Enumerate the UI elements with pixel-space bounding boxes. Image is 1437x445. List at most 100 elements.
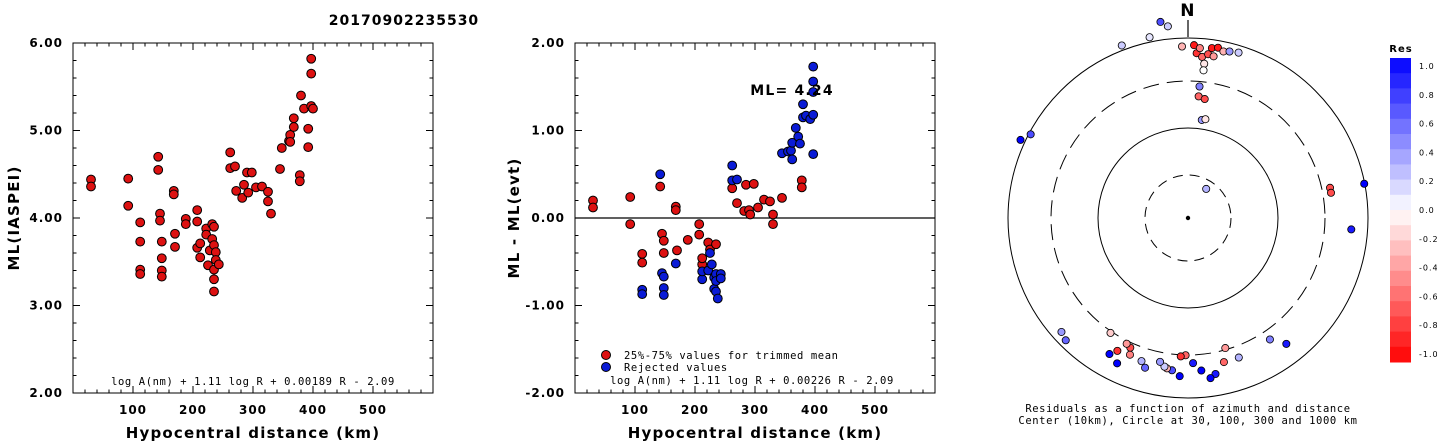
red-data-point [86, 181, 96, 192]
red-data-point [288, 113, 299, 124]
colorbar-label: 0.4 [1419, 148, 1435, 157]
x-tick-label: 200 [681, 403, 709, 417]
blue-data-point [705, 248, 715, 258]
red-data-point [588, 202, 598, 213]
red-data-point [658, 248, 669, 258]
red-data-point [306, 68, 317, 79]
red-data-point [655, 181, 666, 192]
blue-data-point [786, 145, 796, 156]
colorbar-label: -0.4 [1419, 264, 1437, 273]
station-residual-point [1026, 130, 1035, 139]
red-data-point [263, 186, 273, 197]
station-residual-point [1234, 48, 1243, 57]
red-data-point [123, 200, 134, 211]
colorbar-labels: 1.0 0.8 0.6 0.4 0.2 0.0 -0.2 -0.4 -0.6 -0.8 -1.0 [1419, 62, 1437, 359]
left-y-axis-label: ML(IASPEI) [5, 165, 23, 270]
y-tick-label: 6.00 [29, 36, 63, 50]
station-residual-point [1176, 352, 1185, 361]
left-panel: 100 200 300 400 500 2.00 3.00 4.00 5.00 6.00 log… [5, 36, 434, 442]
red-data-point [777, 192, 787, 203]
red-data-point [195, 252, 206, 263]
station-residual-point [1175, 372, 1184, 381]
blue-data-point [715, 273, 726, 284]
colorbar-cell [1390, 255, 1411, 272]
station-residual-point [1201, 115, 1210, 124]
colorbar-cell [1390, 149, 1411, 165]
station-residual-point [1197, 366, 1206, 375]
x-tick-label: 300 [239, 403, 267, 417]
red-data-point [625, 192, 636, 202]
red-data-point [276, 143, 287, 153]
colorbar-cell [1390, 240, 1411, 257]
station-residual-point [1221, 344, 1230, 353]
red-data-point [225, 147, 236, 158]
red-data-point [308, 103, 318, 114]
station-residual-point [1163, 22, 1172, 31]
colorbar-cell [1390, 103, 1411, 120]
station-residual-point [1117, 41, 1126, 50]
colorbar-cell [1390, 194, 1411, 211]
station-residual-point [1061, 336, 1070, 345]
x-tick-label: 100 [119, 403, 147, 417]
legend-red-marker [601, 350, 611, 360]
legend-blue-marker [601, 362, 611, 372]
red-data-point [637, 257, 648, 268]
red-data-point [213, 259, 224, 270]
blue-data-point [727, 160, 738, 171]
blue-data-point [655, 169, 666, 180]
station-residual-point [1105, 350, 1114, 359]
colorbar-title: Res [1389, 44, 1412, 55]
left-formula: log A(nm) + 1.11 log R + 0.00189 R - 2.0… [111, 376, 395, 388]
y-tick-label: 2.00 [29, 386, 63, 400]
x-tick-label: 500 [861, 403, 889, 417]
station-residual-point [1202, 184, 1211, 193]
north-label: N [1180, 1, 1195, 21]
x-tick-label: 300 [741, 403, 769, 417]
x-tick-label: 100 [621, 403, 649, 417]
ml-annotation: ML= 4.24 [750, 83, 834, 99]
red-data-point [155, 215, 165, 226]
station-residual-point [1141, 363, 1150, 372]
y-tick-label: 4.00 [29, 211, 63, 225]
red-data-point [135, 217, 146, 228]
colorbar-label: 1.0 [1419, 62, 1435, 71]
colorbar-label: 0.6 [1419, 120, 1435, 129]
station-residual-point [1156, 17, 1165, 26]
polar-panel: N Residuals as a function of azimuth and… [1007, 1, 1369, 427]
station-residual-point [1199, 66, 1208, 75]
colorbar-cell [1390, 73, 1411, 89]
red-data-point [239, 179, 249, 190]
colorbar-cell [1390, 179, 1411, 196]
colorbar-cell [1390, 210, 1411, 226]
polar-caption-line2: Center (10km), Circle at 30, 100, 300 an… [1018, 415, 1357, 427]
blue-data-point [808, 61, 819, 72]
blue-data-point [790, 122, 801, 133]
red-data-point [765, 196, 775, 207]
station-residual-point [1178, 42, 1187, 51]
colorbar-label: 0.0 [1419, 206, 1435, 215]
colorbar-cell [1390, 270, 1411, 287]
blue-data-point [808, 109, 819, 120]
station-residual-point [1360, 179, 1369, 188]
blue-data-point [670, 258, 681, 269]
x-tick-label: 400 [801, 403, 829, 417]
y-tick-label: 2.00 [531, 36, 565, 50]
red-data-point [195, 238, 206, 249]
middle-y-axis-label: ML - ML(evt) [505, 158, 523, 279]
red-data-point [796, 182, 807, 193]
y-tick-label: 5.00 [29, 124, 63, 138]
blue-data-point [732, 174, 742, 185]
station-residual-point [1225, 47, 1234, 56]
red-data-point [768, 219, 778, 230]
red-data-point [672, 245, 682, 256]
colorbar-cell [1390, 301, 1411, 317]
polar-data-points [1016, 17, 1369, 383]
legend-blue-label: Rejected values [624, 362, 728, 374]
red-data-point [168, 189, 179, 200]
red-data-point [306, 53, 317, 64]
epicenter-dot [1185, 215, 1191, 221]
x-tick-label: 400 [299, 403, 327, 417]
red-data-point [296, 90, 306, 101]
middle-legend: 25%-75% values for trimmed mean Rejected… [601, 350, 838, 374]
blue-data-point [706, 259, 717, 270]
